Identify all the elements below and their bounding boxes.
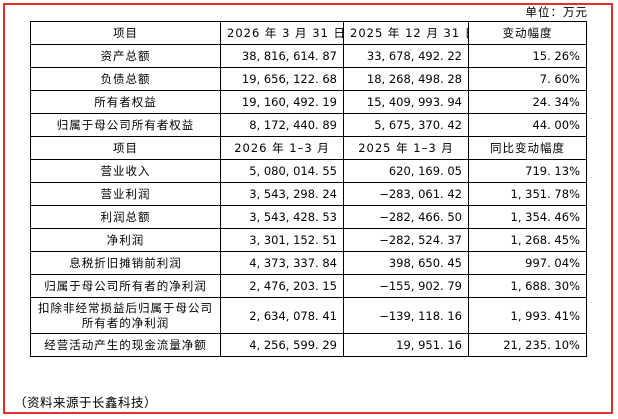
table-row: 经营活动产生的现金流量净额 4, 256, 599. 29 19, 951. 1… xyxy=(30,333,587,357)
value-cell: 3, 543, 428. 53 xyxy=(220,205,344,229)
value-cell: 620, 169. 05 xyxy=(343,159,469,183)
row-label: 归属于母公司所有者权益 xyxy=(30,113,221,137)
value-cell: 1, 354. 46% xyxy=(468,205,587,229)
row-label: 负债总额 xyxy=(30,67,221,91)
value-cell: 719. 13% xyxy=(468,159,587,183)
table-row: 利润总额 3, 543, 428. 53 −282, 466. 50 1, 35… xyxy=(30,205,587,229)
value-cell: 997. 04% xyxy=(468,251,587,275)
financial-table: 项目 2026 年 3 月 31 日 2025 年 12 月 31 日 变动幅度… xyxy=(30,21,587,357)
table-row: 所有者权益 19, 160, 492. 19 15, 409, 993. 94 … xyxy=(30,90,587,114)
value-cell: 44. 00% xyxy=(468,113,587,137)
row-label: 利润总额 xyxy=(30,205,221,229)
value-cell: −282, 466. 50 xyxy=(343,205,469,229)
value-cell: −155, 902. 79 xyxy=(343,274,469,298)
value-cell: 8, 172, 440. 89 xyxy=(220,113,344,137)
value-cell: 1, 351. 78% xyxy=(468,182,587,206)
value-cell: 33, 678, 492. 22 xyxy=(343,44,469,68)
unit-label: 单位：万元 xyxy=(525,5,588,19)
value-cell: −139, 118. 16 xyxy=(343,297,469,334)
table-row: 资产总额 38, 816, 614. 87 33, 678, 492. 22 1… xyxy=(30,44,587,68)
source-note: （资料来源于长鑫科技） xyxy=(14,395,158,410)
value-cell: 7. 60% xyxy=(468,67,587,91)
value-cell: 15. 26% xyxy=(468,44,587,68)
row-label-line: 扣除非经常损益后归属于母公司 xyxy=(38,300,213,315)
row-label: 息税折旧摊销前利润 xyxy=(30,251,221,275)
image-frame xyxy=(3,3,613,414)
header-cell: 变动幅度 xyxy=(468,21,587,45)
table-row: 归属于母公司所有者权益 8, 172, 440. 89 5, 675, 370.… xyxy=(30,113,587,137)
table-row: 息税折旧摊销前利润 4, 373, 337. 84 398, 650. 45 9… xyxy=(30,251,587,275)
header-cell: 项目 xyxy=(30,136,221,160)
table-row: 营业利润 3, 543, 298. 24 −283, 061. 42 1, 35… xyxy=(30,182,587,206)
table-header-row: 项目 2026 年 3 月 31 日 2025 年 12 月 31 日 变动幅度 xyxy=(30,21,587,45)
row-label: 经营活动产生的现金流量净额 xyxy=(30,333,221,357)
row-label: 所有者权益 xyxy=(30,90,221,114)
row-label-line: 所有者的净利润 xyxy=(81,315,170,330)
value-cell: 2, 476, 203. 15 xyxy=(220,274,344,298)
header-cell: 项目 xyxy=(30,21,221,45)
value-cell: −283, 061. 42 xyxy=(343,182,469,206)
value-cell: 1, 993. 41% xyxy=(468,297,587,334)
value-cell: 3, 301, 152. 51 xyxy=(220,228,344,252)
header-cell: 2026 年 1–3 月 xyxy=(220,136,344,160)
row-label: 净利润 xyxy=(30,228,221,252)
value-cell: 21, 235. 10% xyxy=(468,333,587,357)
value-cell: 18, 268, 498. 28 xyxy=(343,67,469,91)
value-cell: 38, 816, 614. 87 xyxy=(220,44,344,68)
value-cell: −282, 524. 37 xyxy=(343,228,469,252)
header-cell: 2025 年 1–3 月 xyxy=(343,136,469,160)
header-cell: 2026 年 3 月 31 日 xyxy=(220,21,344,45)
header-cell: 2025 年 12 月 31 日 xyxy=(343,21,469,45)
header-cell: 同比变动幅度 xyxy=(468,136,587,160)
row-label: 归属于母公司所有者的净利润 xyxy=(30,274,221,298)
row-label: 资产总额 xyxy=(30,44,221,68)
value-cell: 24. 34% xyxy=(468,90,587,114)
table-row: 归属于母公司所有者的净利润 2, 476, 203. 15 −155, 902.… xyxy=(30,274,587,298)
row-label: 营业收入 xyxy=(30,159,221,183)
value-cell: 1, 688. 30% xyxy=(468,274,587,298)
value-cell: 5, 675, 370. 42 xyxy=(343,113,469,137)
table-row: 净利润 3, 301, 152. 51 −282, 524. 37 1, 268… xyxy=(30,228,587,252)
row-label: 扣除非经常损益后归属于母公司 所有者的净利润 xyxy=(30,297,221,334)
value-cell: 5, 080, 014. 55 xyxy=(220,159,344,183)
value-cell: 2, 634, 078. 41 xyxy=(220,297,344,334)
value-cell: 19, 951. 16 xyxy=(343,333,469,357)
value-cell: 3, 543, 298. 24 xyxy=(220,182,344,206)
value-cell: 4, 256, 599. 29 xyxy=(220,333,344,357)
value-cell: 15, 409, 993. 94 xyxy=(343,90,469,114)
row-label: 营业利润 xyxy=(30,182,221,206)
table-row: 负债总额 19, 656, 122. 68 18, 268, 498. 28 7… xyxy=(30,67,587,91)
value-cell: 398, 650. 45 xyxy=(343,251,469,275)
value-cell: 4, 373, 337. 84 xyxy=(220,251,344,275)
table-subheader-row: 项目 2026 年 1–3 月 2025 年 1–3 月 同比变动幅度 xyxy=(30,136,587,160)
value-cell: 19, 656, 122. 68 xyxy=(220,67,344,91)
value-cell: 19, 160, 492. 19 xyxy=(220,90,344,114)
table-row: 扣除非经常损益后归属于母公司 所有者的净利润 2, 634, 078. 41 −… xyxy=(30,297,587,334)
value-cell: 1, 268. 45% xyxy=(468,228,587,252)
table-row: 营业收入 5, 080, 014. 55 620, 169. 05 719. 1… xyxy=(30,159,587,183)
